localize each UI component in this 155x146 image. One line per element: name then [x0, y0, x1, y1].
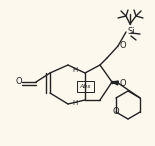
Text: O: O — [120, 79, 127, 87]
Text: O: O — [113, 107, 119, 117]
FancyBboxPatch shape — [77, 80, 93, 92]
Text: Si: Si — [128, 27, 136, 36]
Text: H: H — [72, 100, 78, 106]
Text: Abs: Abs — [79, 84, 91, 88]
Text: H: H — [72, 67, 78, 73]
Polygon shape — [112, 81, 118, 85]
Text: O: O — [16, 78, 22, 86]
Text: O: O — [120, 41, 127, 51]
